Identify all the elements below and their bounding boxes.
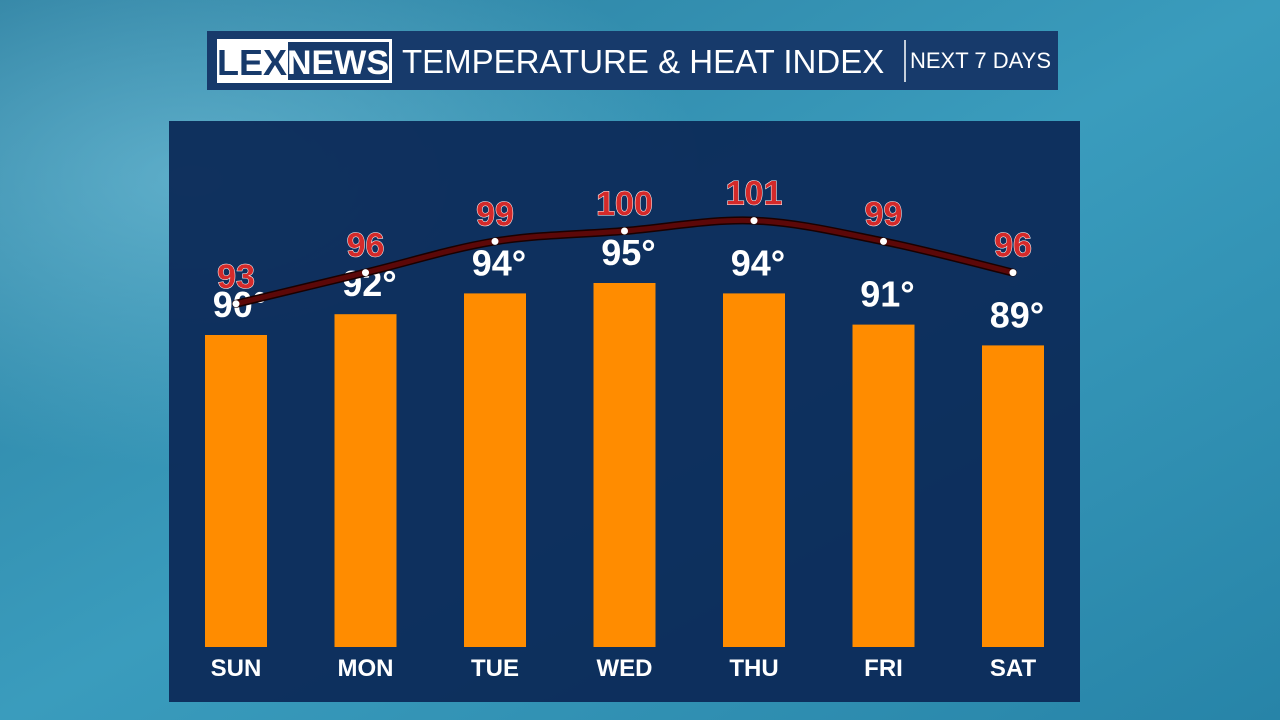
temperature-label: 94° bbox=[731, 242, 785, 283]
x-tick-label: WED bbox=[597, 655, 653, 682]
heat-index-label: 99 bbox=[476, 195, 514, 233]
heat-index-label: 99 bbox=[865, 195, 903, 233]
bar bbox=[852, 324, 915, 647]
bar bbox=[982, 345, 1044, 647]
x-tick-label: SUN bbox=[211, 655, 262, 682]
heat-index-label: 101 bbox=[726, 175, 783, 213]
line-point bbox=[362, 269, 369, 277]
bar bbox=[205, 335, 267, 647]
chart-title: TEMPERATURE & HEAT INDEX bbox=[402, 43, 884, 80]
chart-subtitle: NEXT 7 DAYS bbox=[910, 48, 1051, 73]
x-tick-label: SAT bbox=[990, 655, 1037, 682]
bar bbox=[723, 293, 785, 647]
x-tick-label: TUE bbox=[471, 655, 519, 682]
line-point bbox=[1009, 269, 1017, 277]
temperature-label: 89° bbox=[990, 294, 1044, 335]
line-point bbox=[232, 300, 240, 308]
heat-index-label: 96 bbox=[347, 227, 385, 265]
x-tick-label: MON bbox=[338, 655, 394, 682]
line-point bbox=[750, 217, 758, 225]
x-tick-label: FRI bbox=[864, 655, 903, 682]
logo-right: NEWS bbox=[287, 44, 389, 82]
line-point bbox=[491, 237, 499, 245]
heat-index-label: 93 bbox=[217, 258, 255, 296]
temperature-label: 95° bbox=[601, 232, 655, 273]
x-tick-label: THU bbox=[729, 655, 778, 682]
heat-index-label: 100 bbox=[596, 185, 653, 223]
bar bbox=[464, 293, 526, 647]
logo-news-box bbox=[288, 42, 389, 80]
bar bbox=[593, 283, 656, 647]
temperature-label: 91° bbox=[860, 274, 914, 315]
logo-left: LEX bbox=[217, 42, 287, 83]
line-point bbox=[621, 227, 628, 235]
heat-index-label: 96 bbox=[994, 227, 1032, 265]
bar bbox=[334, 314, 397, 647]
line-point bbox=[880, 237, 887, 245]
temperature-label: 94° bbox=[472, 242, 526, 283]
